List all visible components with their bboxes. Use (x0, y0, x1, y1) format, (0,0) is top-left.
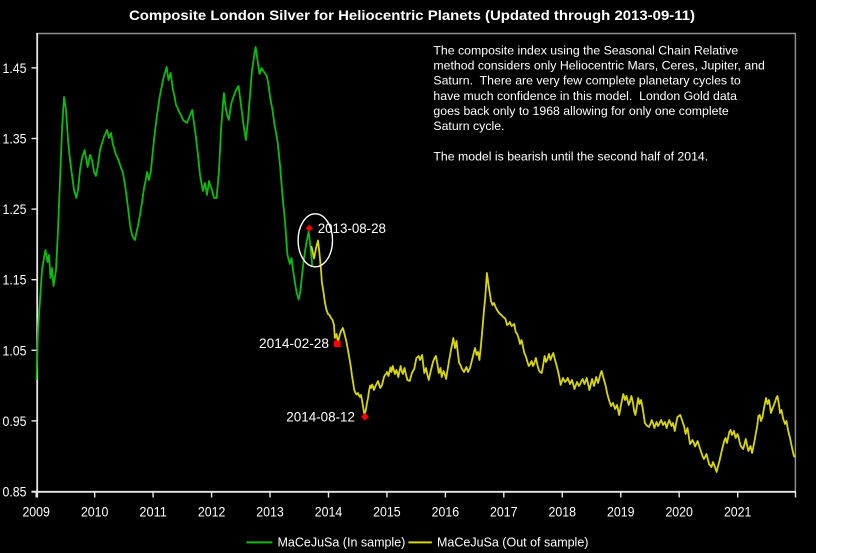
svg-text:Saturn cycle.: Saturn cycle. (433, 119, 504, 133)
svg-text:method considers only Heliocen: method considers only Heliocentric Mars,… (433, 59, 765, 73)
svg-text:2014-02-28: 2014-02-28 (259, 335, 329, 351)
svg-text:MaCeJuSa (In sample): MaCeJuSa (In sample) (278, 536, 406, 550)
svg-text:1.45: 1.45 (3, 60, 27, 76)
svg-text:Saturn. There are very few co: Saturn. There are very few complete plan… (433, 74, 740, 88)
svg-text:2013: 2013 (256, 504, 284, 520)
svg-text:2012: 2012 (198, 504, 226, 520)
svg-text:1.25: 1.25 (3, 201, 27, 217)
svg-text:2020: 2020 (665, 504, 693, 520)
svg-text:2017: 2017 (490, 504, 518, 520)
svg-text:2011: 2011 (139, 504, 167, 520)
svg-text:0.85: 0.85 (3, 484, 27, 500)
svg-text:2016: 2016 (432, 504, 460, 520)
svg-text:MaCeJuSa (Out of sample): MaCeJuSa (Out of sample) (437, 536, 588, 550)
svg-text:2021: 2021 (724, 504, 752, 520)
svg-text:The model is bearish until the: The model is bearish until the second ha… (433, 150, 708, 164)
svg-text:2013-08-28: 2013-08-28 (318, 220, 386, 236)
svg-text:2014: 2014 (315, 504, 343, 520)
svg-text:goes back only to 1968 allowin: goes back only to 1968 allowing for only… (433, 104, 728, 118)
svg-text:2014-08-12: 2014-08-12 (286, 408, 355, 424)
svg-text:2015: 2015 (373, 504, 401, 520)
svg-text:2009: 2009 (22, 504, 50, 520)
svg-text:have much confidence in this m: have much confidence in this model. Lond… (433, 89, 737, 103)
svg-text:1.05: 1.05 (3, 342, 27, 358)
svg-text:1.15: 1.15 (3, 272, 27, 288)
svg-text:2019: 2019 (607, 504, 635, 520)
svg-text:1.35: 1.35 (3, 131, 27, 147)
svg-text:The composite index using the: The composite index using the Seasonal C… (433, 43, 738, 57)
svg-text:0.95: 0.95 (3, 413, 27, 429)
svg-text:Composite London Silver for He: Composite London Silver for Heliocentric… (129, 7, 695, 23)
svg-text:2010: 2010 (81, 504, 109, 520)
svg-text:2018: 2018 (549, 504, 577, 520)
